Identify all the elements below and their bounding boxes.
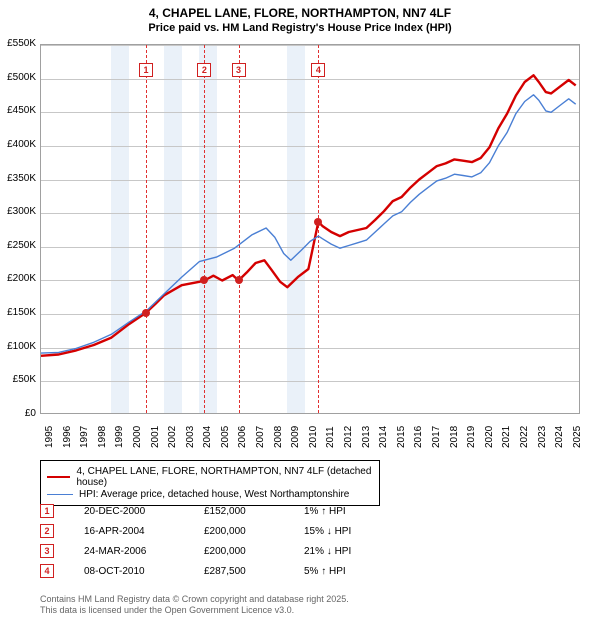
sale-date: 24-MAR-2006 — [84, 546, 204, 557]
footer: Contains HM Land Registry data © Crown c… — [40, 594, 349, 616]
sale-marker-icon: 3 — [40, 544, 54, 558]
lines-svg — [41, 45, 580, 414]
legend-swatch — [47, 494, 73, 495]
sale-delta: 5% ↑ HPI — [304, 566, 394, 577]
footer-line: Contains HM Land Registry data © Crown c… — [40, 594, 349, 605]
plot-area: 1 2 3 4 — [40, 44, 580, 414]
sale-price: £200,000 — [204, 526, 304, 537]
chart-area: £0£50K£100K£150K£200K£250K£300K£350K£400… — [40, 44, 580, 414]
sales-row: 1 20-DEC-2000£152,0001% ↑ HPI — [40, 504, 394, 518]
legend-swatch — [47, 476, 70, 478]
sale-delta: 15% ↓ HPI — [304, 526, 394, 537]
titles: 4, CHAPEL LANE, FLORE, NORTHAMPTON, NN7 … — [0, 0, 600, 34]
chart-container: 4, CHAPEL LANE, FLORE, NORTHAMPTON, NN7 … — [0, 0, 600, 620]
sale-price: £287,500 — [204, 566, 304, 577]
sale-date: 08-OCT-2010 — [84, 566, 204, 577]
sale-marker: 1 — [139, 63, 153, 77]
sales-row: 2 16-APR-2004£200,00015% ↓ HPI — [40, 524, 394, 538]
sale-price: £200,000 — [204, 546, 304, 557]
sales-row: 4 08-OCT-2010£287,5005% ↑ HPI — [40, 564, 394, 578]
sale-marker-icon: 1 — [40, 504, 54, 518]
sales-row: 3 24-MAR-2006£200,00021% ↓ HPI — [40, 544, 394, 558]
footer-line: This data is licensed under the Open Gov… — [40, 605, 349, 616]
sale-marker: 4 — [311, 63, 325, 77]
legend-label: HPI: Average price, detached house, West… — [79, 489, 349, 500]
sale-marker-icon: 2 — [40, 524, 54, 538]
sale-date: 16-APR-2004 — [84, 526, 204, 537]
sale-marker: 3 — [232, 63, 246, 77]
sale-marker-icon: 4 — [40, 564, 54, 578]
legend-row: HPI: Average price, detached house, West… — [47, 489, 373, 500]
legend-row: 4, CHAPEL LANE, FLORE, NORTHAMPTON, NN7 … — [47, 466, 373, 488]
y-axis: £0£50K£100K£150K£200K£250K£300K£350K£400… — [2, 44, 38, 414]
legend-label: 4, CHAPEL LANE, FLORE, NORTHAMPTON, NN7 … — [76, 466, 373, 488]
sale-marker: 2 — [197, 63, 211, 77]
title-address: 4, CHAPEL LANE, FLORE, NORTHAMPTON, NN7 … — [0, 6, 600, 20]
legend: 4, CHAPEL LANE, FLORE, NORTHAMPTON, NN7 … — [40, 460, 380, 506]
sales-table: 1 20-DEC-2000£152,0001% ↑ HPI 2 16-APR-2004… — [40, 504, 394, 584]
title-subtitle: Price paid vs. HM Land Registry's House … — [0, 22, 600, 34]
sale-delta: 21% ↓ HPI — [304, 546, 394, 557]
sale-price: £152,000 — [204, 506, 304, 517]
sale-delta: 1% ↑ HPI — [304, 506, 394, 517]
sale-date: 20-DEC-2000 — [84, 506, 204, 517]
